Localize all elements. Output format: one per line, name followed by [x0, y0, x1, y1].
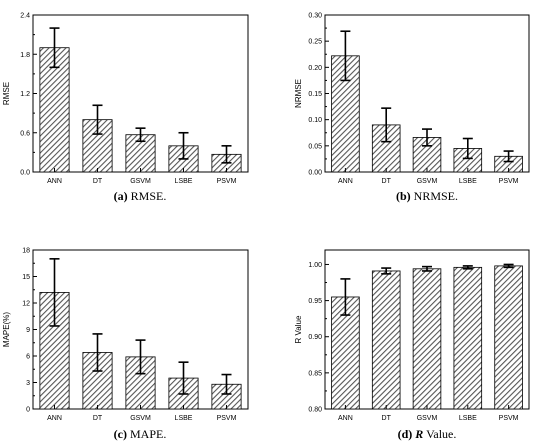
x-tick-label: DT — [382, 415, 392, 422]
bar — [412, 268, 442, 410]
y-tick-label: 1.8 — [20, 52, 30, 59]
y-tick-label: 0.25 — [308, 39, 322, 46]
caption-tag: (c) — [114, 427, 127, 441]
x-tick-label: LSBE — [175, 178, 193, 185]
x-tick-label: DT — [93, 178, 103, 185]
x-tick-label: GSVM — [417, 415, 438, 422]
bar — [453, 266, 483, 410]
y-tick-label: 15 — [22, 274, 30, 281]
x-tick-label: PSVM — [499, 178, 519, 185]
y-tick-label: 3 — [26, 380, 30, 387]
y-tick-label: 0.90 — [308, 334, 322, 341]
chart-panel-d: 0.80 0.85 0.90 0.95 1.00 R Value ANN DT GSVM LSBE… — [294, 249, 530, 441]
y-axis-label: NRMSE — [294, 79, 303, 108]
panel-caption: (a) RMSE. — [114, 189, 167, 203]
x-tick-label: ANN — [338, 178, 353, 185]
y-tick-label: 0.20 — [308, 65, 322, 72]
x-tick-label: DT — [382, 178, 392, 185]
y-axis-label: MAPE(%) — [2, 312, 11, 347]
y-tick-label: 0.95 — [308, 298, 322, 305]
caption-text: Value. — [423, 427, 456, 441]
y-tick-label: 1.00 — [308, 262, 322, 269]
bar — [39, 47, 70, 173]
y-tick-label: 9 — [26, 327, 30, 334]
x-tick-label: ANN — [338, 415, 353, 422]
caption-tag: (a) — [114, 189, 128, 203]
caption-text: MAPE. — [127, 427, 166, 441]
x-tick-label: PSVM — [499, 415, 519, 422]
y-tick-label: 0.30 — [308, 13, 322, 20]
x-tick-label: PSVM — [217, 178, 237, 185]
caption-text: RMSE. — [128, 189, 167, 203]
y-axis-label: RMSE — [2, 82, 11, 105]
bar — [371, 270, 401, 410]
y-tick-label: 1.2 — [20, 91, 30, 98]
caption-tag: (b) — [396, 189, 411, 203]
y-tick-label: 2.4 — [20, 13, 30, 20]
x-tick-label: ANN — [47, 415, 62, 422]
y-tick-label: 6 — [26, 354, 30, 361]
y-tick-label: 0 — [26, 407, 30, 414]
bar — [494, 265, 523, 410]
x-tick-label: GSVM — [130, 415, 151, 422]
y-tick-label: 0.80 — [308, 407, 322, 414]
x-tick-label: DT — [93, 415, 103, 422]
y-tick-label: 18 — [22, 248, 30, 255]
caption-italic: R — [414, 427, 423, 441]
chart-panel-a: 0.0 0.6 1.2 1.8 2.4 RMSE ANN DT GSVM LSBE PSVM (a) … — [2, 13, 249, 203]
y-tick-label: 0.6 — [20, 130, 30, 137]
x-tick-label: ANN — [47, 178, 62, 185]
x-tick-label: PSVM — [217, 415, 237, 422]
y-tick-label: 0.15 — [308, 91, 322, 98]
y-tick-label: 12 — [22, 301, 30, 308]
chart-panel-c: 0 3 6 9 12 15 18 MAPE(%) ANN DT GSVM LSBE PSVM (c) MA… — [2, 248, 249, 441]
y-axis-label: R Value — [294, 315, 303, 343]
caption-text: NRMSE. — [411, 189, 458, 203]
x-tick-label: LSBE — [459, 178, 477, 185]
x-tick-label: GSVM — [130, 178, 151, 185]
panel-caption: (b) NRMSE. — [396, 189, 458, 203]
y-tick-label: 0.0 — [20, 170, 30, 177]
y-tick-label: 0.10 — [308, 117, 322, 124]
y-tick-label: 0.00 — [308, 170, 322, 177]
y-tick-label: 0.85 — [308, 370, 322, 377]
x-tick-label: GSVM — [417, 178, 438, 185]
x-tick-label: LSBE — [175, 415, 193, 422]
chart-panel-b: 0.00 0.05 0.10 0.15 0.20 0.25 0.30 NRMSE ANN DT GS… — [294, 13, 530, 203]
x-tick-label: LSBE — [459, 415, 477, 422]
y-tick-label: 0.05 — [308, 143, 322, 150]
panel-caption: (c) MAPE. — [114, 427, 167, 441]
caption-tag: (d) — [398, 427, 413, 441]
panel-caption: (d) R Value. — [398, 427, 457, 441]
